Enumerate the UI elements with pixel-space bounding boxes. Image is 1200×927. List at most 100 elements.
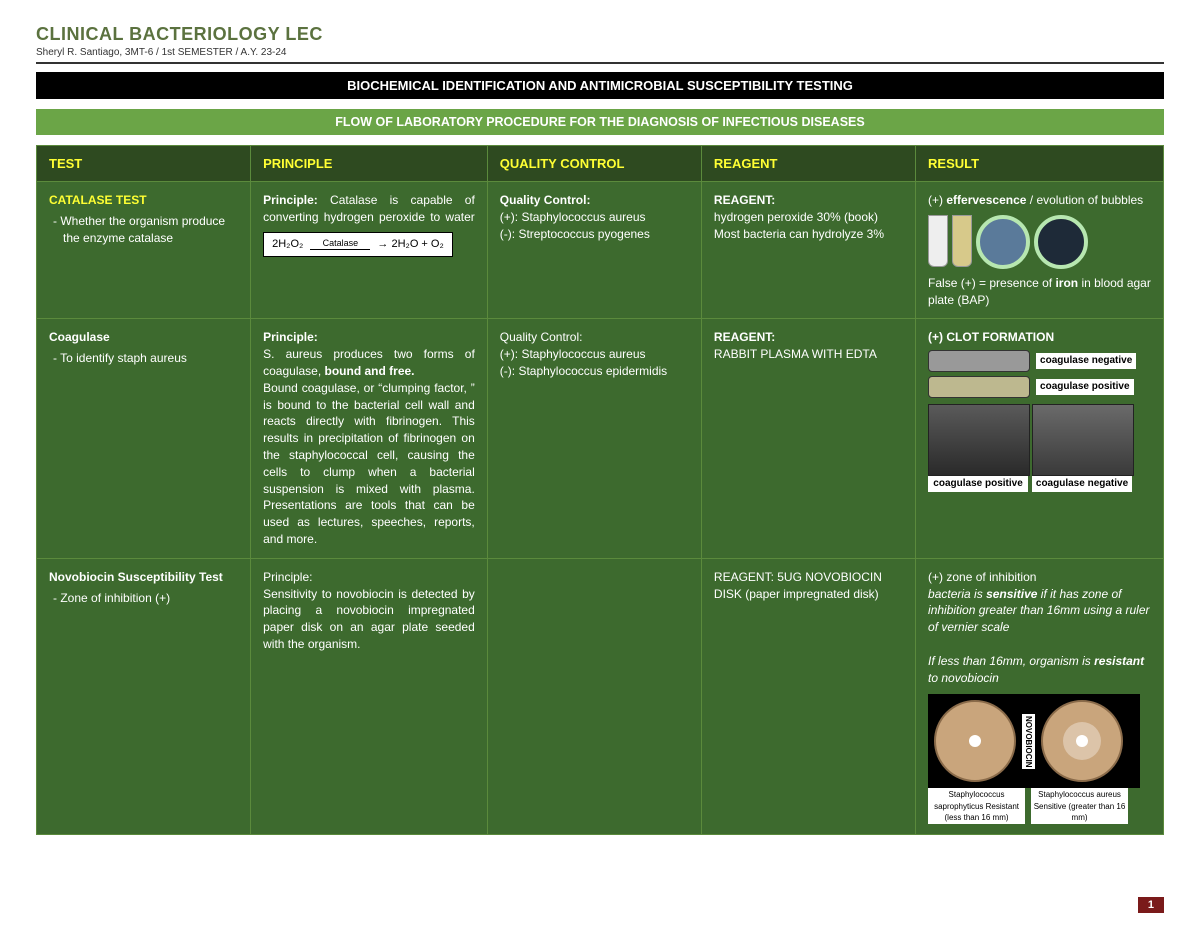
catalase-res-c: / evolution of bubbles: [1026, 193, 1143, 207]
row-catalase: CATALASE TEST Whether the organism produ…: [37, 182, 1164, 319]
coagulase-principle: Principle: S. aureus produces two forms …: [251, 319, 488, 558]
catalase-qc-pos: (+): Staphylococcus aureus: [500, 210, 646, 224]
novobiocin-res-it1: bacteria is sensitive if it has zone of …: [928, 587, 1149, 635]
coagulase-p2: Bound coagulase, or “clumping factor, ” …: [263, 381, 475, 546]
image-placeholder-icon: [928, 404, 1030, 476]
novobiocin-principle-label: Principle:: [263, 570, 312, 584]
t: If less than 16mm, organism is: [928, 654, 1094, 668]
catalase-false-b: iron: [1055, 276, 1078, 290]
plate-resistant-icon: [934, 700, 1016, 782]
catalase-reagent-label: REAGENT:: [714, 193, 775, 207]
section-band-green: FLOW OF LABORATORY PROCEDURE FOR THE DIA…: [36, 109, 1164, 135]
col-principle: PRINCIPLE: [251, 146, 488, 182]
novobiocin-reagent: REAGENT: 5UG NOVOBIOCIN DISK (paper impr…: [701, 558, 915, 834]
novobiocin-image-box: NOVOBIOCIN: [928, 694, 1140, 788]
formula-arrow: →: [377, 238, 388, 250]
section-band-black: BIOCHEMICAL IDENTIFICATION AND ANTIMICRO…: [36, 72, 1164, 99]
plate-icon: [1034, 215, 1088, 269]
novobiocin-principle-text: Sensitivity to novobiocin is detected by…: [263, 587, 475, 651]
catalase-result-images: [928, 215, 1151, 269]
coagulase-qc-label: Quality Control:: [500, 330, 583, 344]
coagulase-reagent-text: RABBIT PLASMA WITH EDTA: [714, 347, 877, 361]
t: to novobiocin: [928, 671, 999, 685]
page-title: CLINICAL BACTERIOLOGY LEC: [36, 24, 1164, 45]
page: CLINICAL BACTERIOLOGY LEC Sheryl R. Sant…: [0, 0, 1200, 927]
coagulase-qc: Quality Control: (+): Staphylococcus aur…: [487, 319, 701, 558]
novobiocin-title: Novobiocin Susceptibility Test: [49, 570, 223, 584]
tube-icon: [952, 215, 972, 267]
page-number: 1: [1138, 897, 1164, 913]
t: sensitive: [986, 587, 1037, 601]
coagulase-principle-label: Principle:: [263, 330, 318, 344]
novobiocin-bullet: Zone of inhibition (+): [63, 590, 238, 607]
formula-right: 2H₂O + O₂: [391, 238, 443, 250]
row-coagulase: Coagulase To identify staph aureus Princ…: [37, 319, 1164, 558]
novobiocin-captions: Staphylococcus saprophyticus Resistant (…: [928, 788, 1128, 824]
catalase-principle-label: Principle:: [263, 193, 318, 207]
coagulase-p-bold: bound and free.: [325, 364, 415, 378]
coagulase-img-left: coagulase positive: [928, 404, 1028, 492]
coagulase-tube-pos: coagulase positive: [928, 376, 1151, 398]
col-reagent: REAGENT: [701, 146, 915, 182]
novobiocin-cap-left: Staphylococcus saprophyticus Resistant (…: [928, 788, 1025, 824]
coagulase-qc-pos: (+): Staphylococcus aureus: [500, 347, 646, 361]
catalase-bullet: Whether the organism produce the enzyme …: [63, 213, 238, 247]
catalase-result: (+) effervescence / evolution of bubbles…: [916, 182, 1164, 319]
catalase-res-b: effervescence: [946, 193, 1026, 207]
coagulase-img-right: coagulase negative: [1032, 404, 1132, 492]
coagulase-cap-left: coagulase positive: [928, 476, 1028, 492]
table-header-row: TEST PRINCIPLE QUALITY CONTROL REAGENT R…: [37, 146, 1164, 182]
coagulase-image-grid: coagulase positive coagulase negative: [928, 404, 1151, 492]
coagulase-bullet: To identify staph aureus: [63, 350, 238, 367]
coagulase-result: (+) CLOT FORMATION coagulase negative co…: [916, 319, 1164, 558]
catalase-qc: Quality Control: (+): Staphylococcus aur…: [487, 182, 701, 319]
coagulase-tube-neg: coagulase negative: [928, 350, 1151, 372]
catalase-title: CATALASE TEST: [49, 193, 147, 207]
novobiocin-res1: (+) zone of inhibition: [928, 570, 1036, 584]
col-result: RESULT: [916, 146, 1164, 182]
coagulase-reagent-label: REAGENT:: [714, 330, 775, 344]
formula-left: 2H₂O₂: [272, 238, 303, 250]
coagulase-title: Coagulase: [49, 330, 110, 344]
formula-cat: Catalase: [310, 237, 370, 250]
catalase-formula: 2H₂O₂ Catalase → 2H₂O + O₂: [263, 232, 453, 257]
catalase-reagent-1: hydrogen peroxide 30% (book): [714, 210, 878, 224]
catalase-false-a: False (+) = presence of: [928, 276, 1055, 290]
novobiocin-reagent-text: REAGENT: 5UG NOVOBIOCIN DISK (paper impr…: [714, 570, 882, 601]
col-qc: QUALITY CONTROL: [487, 146, 701, 182]
t: resistant: [1094, 654, 1144, 668]
t: bacteria is: [928, 587, 986, 601]
novobiocin-result: (+) zone of inhibition bacteria is sensi…: [916, 558, 1164, 834]
coagulase-reagent: REAGENT: RABBIT PLASMA WITH EDTA: [701, 319, 915, 558]
catalase-test: CATALASE TEST Whether the organism produ…: [37, 182, 251, 319]
plate-sensitive-icon: [1041, 700, 1123, 782]
catalase-reagent: REAGENT: hydrogen peroxide 30% (book) Mo…: [701, 182, 915, 319]
catalase-principle: Principle: Catalase is capable of conver…: [251, 182, 488, 319]
novobiocin-res-it2: If less than 16mm, organism is resistant…: [928, 654, 1144, 685]
novobiocin-test: Novobiocin Susceptibility Test Zone of i…: [37, 558, 251, 834]
coagulase-label-neg: coagulase negative: [1036, 353, 1136, 369]
novobiocin-principle: Principle: Sensitivity to novobiocin is …: [251, 558, 488, 834]
novobiocin-qc: [487, 558, 701, 834]
catalase-qc-label: Quality Control:: [500, 193, 591, 207]
tube-icon: [928, 376, 1030, 398]
plate-icon: [976, 215, 1030, 269]
image-placeholder-icon: [1032, 404, 1134, 476]
row-novobiocin: Novobiocin Susceptibility Test Zone of i…: [37, 558, 1164, 834]
catalase-res-a: (+): [928, 193, 946, 207]
tube-icon: [928, 215, 948, 267]
novobiocin-cap-right: Staphylococcus aureus Sensitive (greater…: [1031, 788, 1128, 824]
coagulase-test: Coagulase To identify staph aureus: [37, 319, 251, 558]
col-test: TEST: [37, 146, 251, 182]
catalase-qc-neg: (-): Streptococcus pyogenes: [500, 227, 650, 241]
catalase-reagent-2: Most bacteria can hydrolyze 3%: [714, 227, 884, 241]
novobiocin-mid-label: NOVOBIOCIN: [1022, 714, 1035, 770]
page-subtitle: Sheryl R. Santiago, 3MT-6 / 1st SEMESTER…: [36, 47, 1164, 58]
coagulase-label-pos: coagulase positive: [1036, 379, 1133, 395]
tube-icon: [928, 350, 1030, 372]
tests-table: TEST PRINCIPLE QUALITY CONTROL REAGENT R…: [36, 145, 1164, 835]
coagulase-cap-right: coagulase negative: [1032, 476, 1132, 492]
coagulase-qc-neg: (-): Staphylococcus epidermidis: [500, 364, 667, 378]
coagulase-result-title: (+) CLOT FORMATION: [928, 330, 1054, 344]
header-rule: [36, 62, 1164, 64]
